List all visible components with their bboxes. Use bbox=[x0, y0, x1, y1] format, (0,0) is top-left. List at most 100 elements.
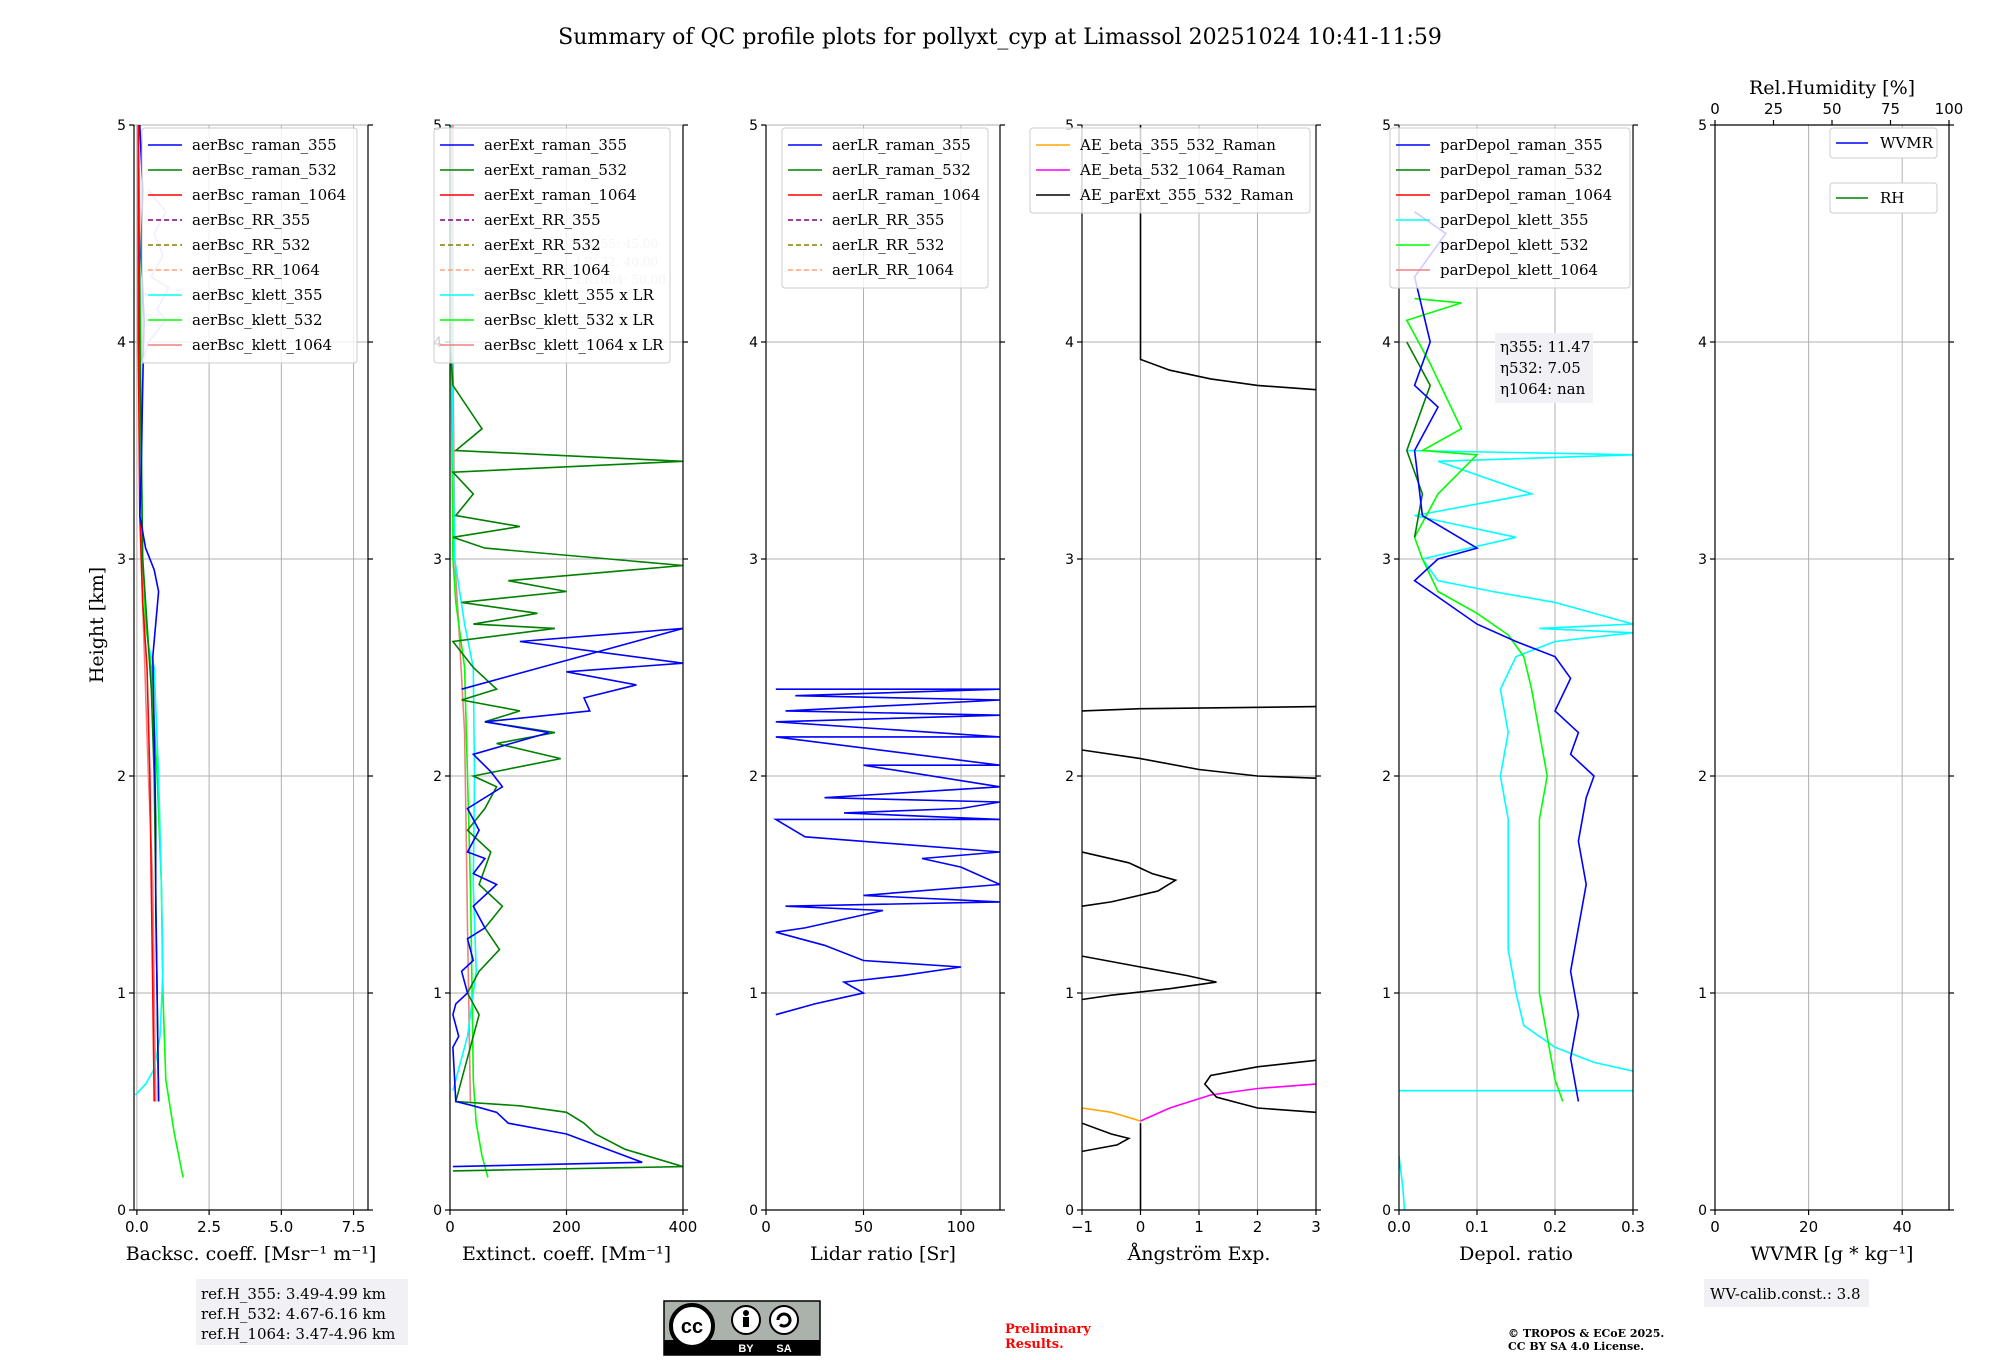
by-icon-body bbox=[743, 1317, 749, 1327]
legend-entry: parDepol_raman_532 bbox=[1440, 161, 1603, 179]
legend-entry: aerExt_RR_532 bbox=[484, 236, 601, 254]
legend-entry: parDepol_klett_355 bbox=[1440, 211, 1589, 229]
ref-heights-bg bbox=[196, 1279, 408, 1345]
x-tick-label: 0.3 bbox=[1621, 1218, 1645, 1236]
x-tick-label: 2 bbox=[1253, 1218, 1263, 1236]
series-line-parDepol_klett_532 bbox=[1405, 297, 1564, 1102]
legend-entry: AE_beta_355_532_Raman bbox=[1079, 136, 1276, 154]
series-line-aerBsc_raman_1064 bbox=[137, 125, 155, 1102]
ref-heights-box: ref.H_355: 3.49-4.99 km ref.H_532: 4.67-… bbox=[196, 1279, 408, 1345]
legend-entry: WVMR bbox=[1880, 134, 1934, 152]
legend-entry: aerBsc_RR_355 bbox=[192, 211, 310, 229]
y-tick-label: 3 bbox=[1698, 552, 1707, 568]
legend-entry: aerExt_raman_355 bbox=[484, 136, 627, 154]
y-axis-label: Height [km] bbox=[86, 567, 108, 683]
top-x-tick-label: 75 bbox=[1881, 100, 1900, 118]
y-tick-label: 1 bbox=[433, 986, 442, 1002]
legend-entry: aerLR_raman_1064 bbox=[832, 186, 980, 204]
legend-entry: aerBsc_raman_532 bbox=[192, 161, 337, 179]
series-line-parDepol_klett_355_c bbox=[1399, 1155, 1406, 1210]
y-tick-label: 3 bbox=[1065, 552, 1074, 568]
legend-entry: parDepol_klett_532 bbox=[1440, 236, 1589, 254]
wv-calib-text: WV-calib.const.: 3.8 bbox=[1710, 1285, 1861, 1303]
y-tick-label: 4 bbox=[1698, 335, 1707, 351]
legend-entry: aerExt_raman_1064 bbox=[484, 186, 637, 204]
top-x-tick-label: 25 bbox=[1764, 100, 1783, 118]
y-tick-label: 5 bbox=[749, 118, 758, 134]
x-tick-label: 20 bbox=[1799, 1218, 1818, 1236]
y-tick-label: 1 bbox=[117, 986, 126, 1002]
legend-entry: aerBsc_klett_532 bbox=[192, 311, 323, 329]
top-x-tick-label: 50 bbox=[1822, 100, 1841, 118]
wv-calib-bg bbox=[1704, 1279, 1869, 1307]
sa-icon bbox=[769, 1305, 799, 1335]
x-tick-label: 100 bbox=[947, 1218, 976, 1236]
x-tick-label: 3 bbox=[1311, 1218, 1321, 1236]
series-line-AE_parExt_355_532_Raman_e bbox=[1082, 955, 1217, 1001]
x-tick-label: 0.0 bbox=[1387, 1218, 1411, 1236]
y-tick-label: 2 bbox=[1065, 769, 1074, 785]
sa-icon-arrow bbox=[776, 1312, 792, 1328]
x-tick-label: 0.2 bbox=[1543, 1218, 1567, 1236]
x-axis-label: Ångström Exp. bbox=[1127, 1243, 1271, 1265]
copyright-line-1: © TROPOS & ECoE 2025. bbox=[1508, 1327, 1664, 1340]
series-line-AE_parExt_355_532_Raman bbox=[1139, 125, 1316, 391]
y-tick-label: 5 bbox=[1382, 118, 1391, 134]
y-tick-label: 4 bbox=[117, 335, 126, 351]
y-tick-label: 2 bbox=[749, 769, 758, 785]
legend-entry: aerBsc_raman_1064 bbox=[192, 186, 346, 204]
x-tick-label: 2.5 bbox=[197, 1218, 221, 1236]
legend-box bbox=[1389, 127, 1631, 289]
x-tick-label: 0 bbox=[445, 1218, 455, 1236]
y-tick-label: 2 bbox=[1382, 769, 1391, 785]
legend-entry: RH bbox=[1880, 189, 1904, 207]
legend-box bbox=[1829, 182, 1938, 214]
top-x-tick-label: 0 bbox=[1710, 100, 1720, 118]
series-group bbox=[1082, 125, 1316, 1210]
x-tick-label: 50 bbox=[854, 1218, 873, 1236]
ref-height-355: ref.H_355: 3.49-4.99 km bbox=[201, 1285, 386, 1303]
cc-icon-text: cc bbox=[681, 1316, 703, 1338]
y-tick-label: 0 bbox=[117, 1203, 126, 1219]
eta-annotation: η532: 7.05 bbox=[1500, 359, 1581, 377]
x-tick-label: 7.5 bbox=[342, 1218, 366, 1236]
legend-entry: aerExt_RR_355 bbox=[484, 211, 601, 229]
y-tick-label: 1 bbox=[1382, 986, 1391, 1002]
sa-label: SA bbox=[776, 1343, 791, 1355]
legend-box bbox=[781, 127, 989, 289]
series-line-AE_parExt_355_532_Raman_b bbox=[1082, 705, 1316, 712]
preliminary-text-2: Results. bbox=[1005, 1337, 1064, 1352]
cc-license-badge: cc BY SA bbox=[663, 1300, 821, 1356]
y-tick-label: 3 bbox=[433, 552, 442, 568]
legend-entry: aerBsc_klett_355 bbox=[192, 286, 323, 304]
top-x-tick-label: 100 bbox=[1935, 100, 1964, 118]
x-tick-label: 0 bbox=[1136, 1218, 1146, 1236]
legend-entry: aerBsc_klett_355 x LR bbox=[484, 286, 655, 304]
panel-depol: 0 1 2 3 4 5 0.0 0.1 0.2 0.3 Depol. ratio η355: 11.4… bbox=[1382, 118, 1645, 1265]
x-tick-label: −1 bbox=[1071, 1218, 1093, 1236]
figure-title: Summary of QC profile plots for pollyxt_… bbox=[558, 25, 1442, 50]
panel-bsc: 0 1 2 3 4 5 0.0 2.5 5.0 7.5 Backsc. coeff. [Msr⁻¹ … bbox=[117, 118, 376, 1265]
top-axis-label: Rel.Humidity [%] bbox=[1749, 77, 1915, 99]
by-icon-head bbox=[743, 1310, 749, 1316]
series-group bbox=[1399, 211, 1633, 1210]
y-tick-label: 4 bbox=[749, 335, 758, 351]
x-tick-label: 0.0 bbox=[125, 1218, 149, 1236]
legend-box bbox=[1029, 127, 1311, 214]
wv-calib-box: WV-calib.const.: 3.8 bbox=[1704, 1279, 1869, 1307]
y-tick-label: 5 bbox=[433, 118, 442, 134]
x-tick-label: 0 bbox=[1710, 1218, 1720, 1236]
series-line-AE_parExt_355_532_Raman_c bbox=[1082, 749, 1316, 779]
y-tick-label: 3 bbox=[117, 552, 126, 568]
legend-box bbox=[1829, 127, 1938, 159]
y-tick-label: 0 bbox=[749, 1203, 758, 1219]
legend-entry: aerLR_RR_355 bbox=[832, 211, 944, 229]
x-tick-label: 1 bbox=[1194, 1218, 1204, 1236]
legend-entry: AE_parExt_355_532_Raman bbox=[1079, 186, 1294, 204]
legend-entry: aerLR_raman_355 bbox=[832, 136, 971, 154]
legend-entry: aerBsc_klett_1064 bbox=[192, 336, 332, 354]
ref-height-1064: ref.H_1064: 3.47-4.96 km bbox=[201, 1325, 395, 1343]
series-line-aerBsc_klett_532 x LR bbox=[450, 125, 489, 1178]
